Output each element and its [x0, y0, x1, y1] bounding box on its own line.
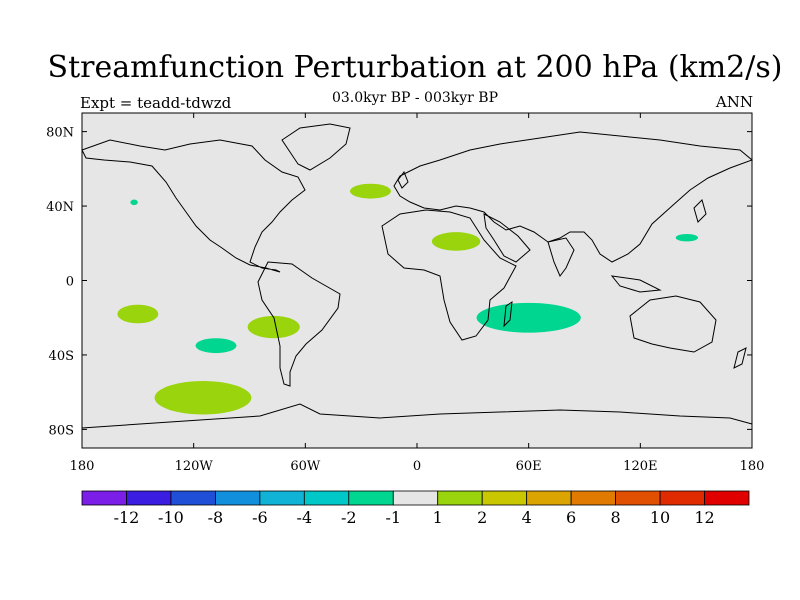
coastline-greenland — [281, 123, 351, 171]
contour-region-west-pacific-negative — [675, 233, 699, 242]
lat-tick-label: 80S — [49, 423, 74, 438]
colorbar-label: -10 — [158, 508, 184, 527]
colorbar-swatch — [214, 490, 261, 506]
colorbar-swatch — [481, 490, 528, 506]
coastline-new-zealand — [733, 347, 747, 369]
contour-region-southern-ocean-positive — [154, 381, 252, 415]
chart-subtitle: 03.0kyr BP - 003kyr BP — [331, 90, 498, 106]
colorbar-label: -2 — [341, 508, 357, 527]
contour-regions — [117, 183, 699, 415]
colorbar-label: -1 — [385, 508, 401, 527]
colorbar-swatch — [348, 490, 394, 506]
colorbar-swatch — [392, 490, 439, 506]
contour-region-south-america-positive — [247, 315, 300, 339]
colorbar-label: 10 — [650, 508, 670, 527]
colorbar-label: -8 — [208, 508, 224, 527]
colorbar-swatch — [437, 490, 483, 506]
coastline-antarctica — [81, 403, 753, 429]
lat-tick-label: 80N — [46, 126, 74, 141]
lat-tick-label: 40S — [49, 349, 74, 364]
lon-tick-label: 180 — [70, 459, 95, 474]
colorbar-label: 4 — [522, 508, 532, 527]
lon-tick-label: 60W — [290, 459, 321, 474]
colorbar-swatch — [303, 490, 350, 506]
coastlines — [81, 123, 753, 429]
chart-title: Streamfunction Perturbation at 200 hPa (… — [47, 50, 783, 85]
colorbar-label: 6 — [566, 508, 576, 527]
colorbar-label: 1 — [433, 508, 443, 527]
colorbar-swatch — [570, 490, 617, 506]
lat-tick-label: 0 — [66, 275, 74, 290]
colorbar-swatch — [126, 490, 172, 506]
contour-region-south-pacific-east-negative — [195, 338, 237, 354]
lat-tick-label: 40N — [46, 200, 74, 215]
colorbar-label: -6 — [252, 508, 268, 527]
colorbar-label: -12 — [114, 508, 140, 527]
colorbar-label: 2 — [477, 508, 487, 527]
lon-tick-label: 0 — [413, 459, 421, 474]
colorbar-swatch — [526, 490, 572, 506]
axis-ticks: 180 120W 60W 0 60E 120E 180 80N 40N 0 40S 80S — [46, 113, 764, 474]
coastline-eurasia — [393, 131, 753, 263]
coastline-south-america — [257, 261, 341, 387]
coastline-india — [547, 237, 575, 277]
contour-region-sahara-positive — [431, 232, 481, 251]
contour-region-south-pacific-central-positive — [117, 304, 159, 324]
coastline-australia — [629, 295, 717, 353]
lon-tick-label: 60E — [516, 459, 542, 474]
coastline-north-america — [81, 139, 306, 273]
colorbar: -12 -10 -8 -6 -4 -2 -1 1 2 4 6 8 10 12 — [81, 490, 750, 527]
colorbar-swatch — [81, 490, 127, 506]
colorbar-swatch — [615, 490, 661, 506]
lon-tick-label: 120E — [623, 459, 657, 474]
coastline-africa — [381, 209, 517, 341]
colorbar-swatch — [659, 490, 705, 506]
contour-region-south-indian-negative — [476, 302, 581, 333]
coastline-arabia — [483, 213, 531, 263]
contour-region-north-pacific-small-negative — [130, 199, 138, 206]
colorbar-label: 12 — [694, 508, 714, 527]
colorbar-label: 8 — [611, 508, 621, 527]
colorbar-label: -4 — [297, 508, 313, 527]
lon-tick-label: 180 — [740, 459, 765, 474]
colorbar-swatch — [170, 490, 216, 506]
colorbar-swatch — [704, 490, 750, 506]
experiment-label: Expt = teadd-tdwzd — [80, 94, 232, 112]
coastline-indonesia — [610, 275, 662, 293]
coastline-madagascar — [503, 300, 513, 328]
lon-tick-label: 120W — [175, 459, 214, 474]
coastline-british-isles — [397, 170, 409, 189]
period-label: ANN — [715, 93, 753, 111]
coastline-japan — [693, 199, 707, 223]
colorbar-swatch — [259, 490, 305, 506]
contour-region-north-atlantic-positive — [350, 183, 391, 199]
